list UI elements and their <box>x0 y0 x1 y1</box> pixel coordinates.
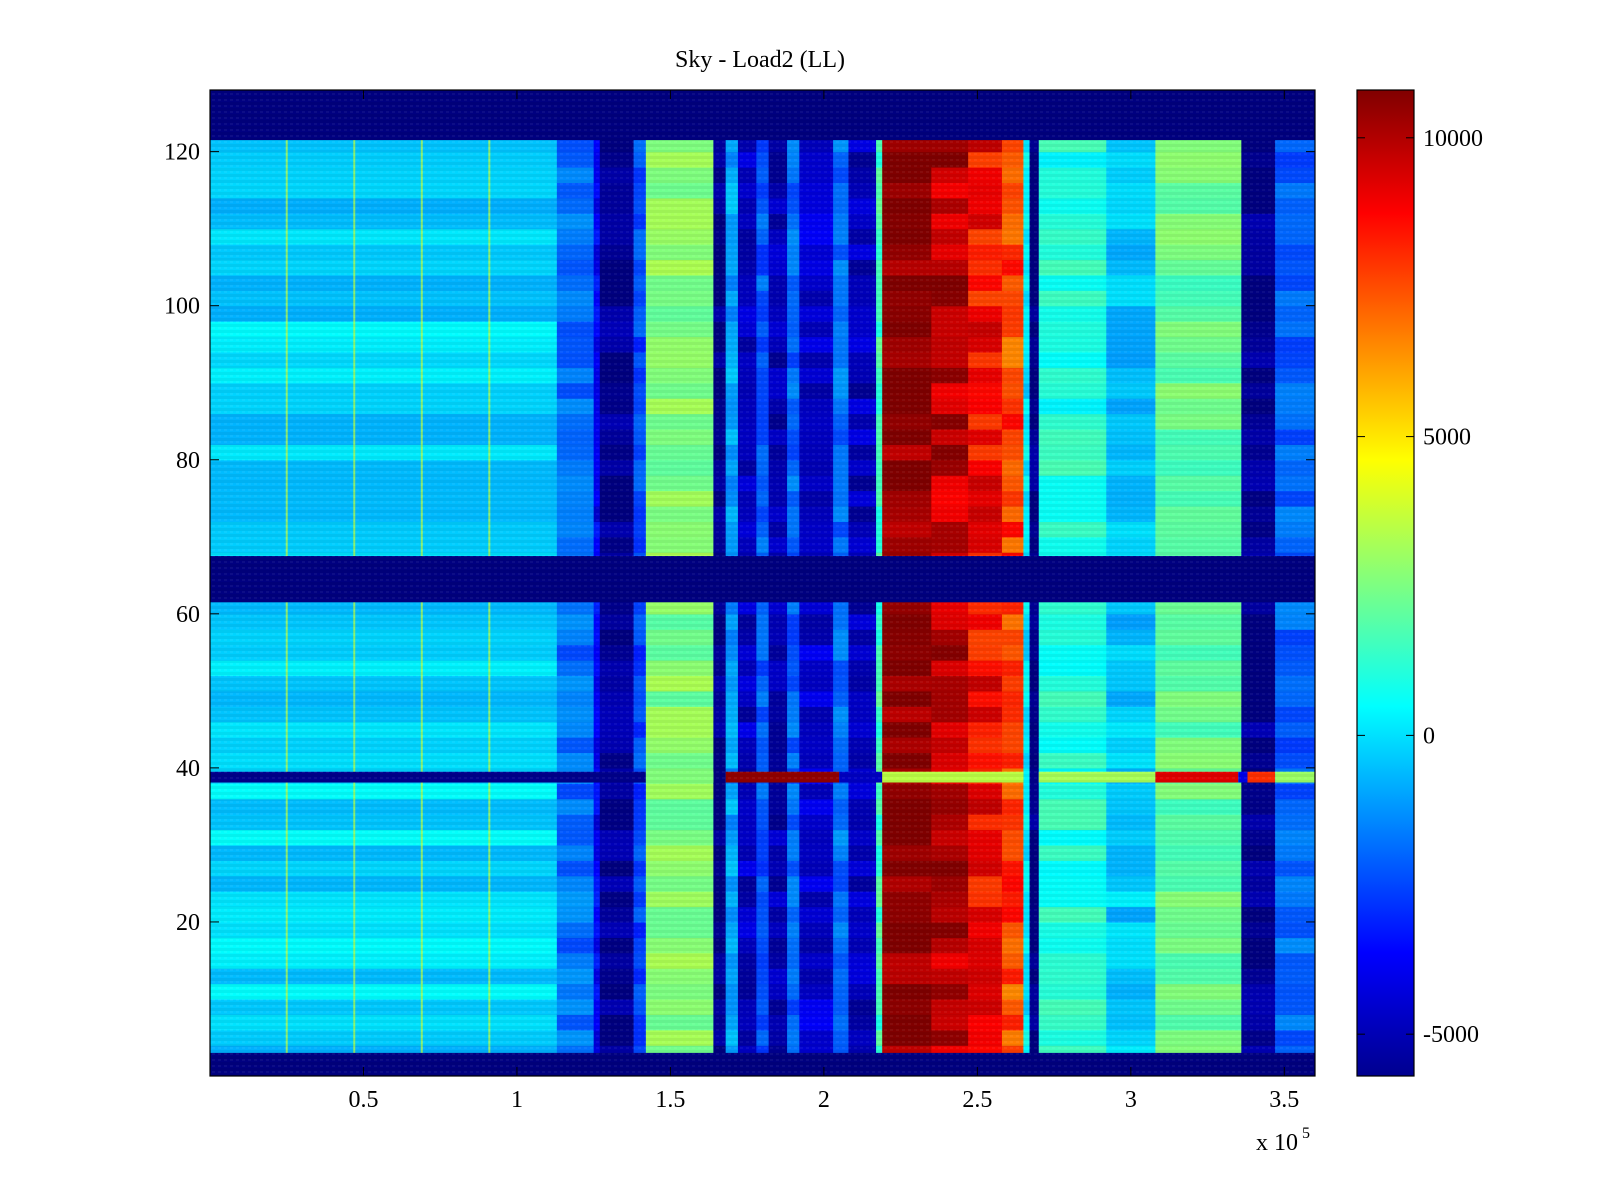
x-tick-label: 2 <box>818 1087 830 1113</box>
colorbar-tick-label: 10000 <box>1423 126 1483 152</box>
y-tick-label: 40 <box>176 756 200 782</box>
x-multiplier-exponent: 5 <box>1302 1125 1310 1142</box>
colorbar-tick-label: 5000 <box>1423 425 1471 451</box>
colorbar <box>1356 89 1415 1077</box>
x-tick-label: 1.5 <box>655 1087 685 1113</box>
colorbar-axis: -5000 0 5000 10000 <box>1357 126 1483 1048</box>
y-tick-label: 120 <box>164 140 200 166</box>
y-axis: 20 40 60 80 100 120 <box>164 140 1315 936</box>
x-tick-label: 1 <box>511 1087 523 1113</box>
y-tick-label: 60 <box>176 602 200 628</box>
y-tick-label: 100 <box>164 294 200 320</box>
plot-frame <box>209 89 1316 1077</box>
colorbar-tick-label: 0 <box>1423 723 1435 749</box>
chart-title: Sky - Load2 (LL) <box>675 47 845 73</box>
x-multiplier-label: x 10 <box>1256 1130 1298 1156</box>
x-tick-label: 3 <box>1125 1087 1137 1113</box>
x-tick-label: 0.5 <box>348 1087 378 1113</box>
x-tick-label: 2.5 <box>962 1087 992 1113</box>
y-tick-label: 80 <box>176 448 200 474</box>
x-axis: 0.5 1 1.5 2 2.5 3 3.5 <box>348 90 1299 1113</box>
x-tick-label: 3.5 <box>1269 1087 1299 1113</box>
colorbar-tick-label: -5000 <box>1423 1022 1479 1048</box>
heatmap-texture <box>210 90 1315 1076</box>
y-tick-label: 20 <box>176 910 200 936</box>
